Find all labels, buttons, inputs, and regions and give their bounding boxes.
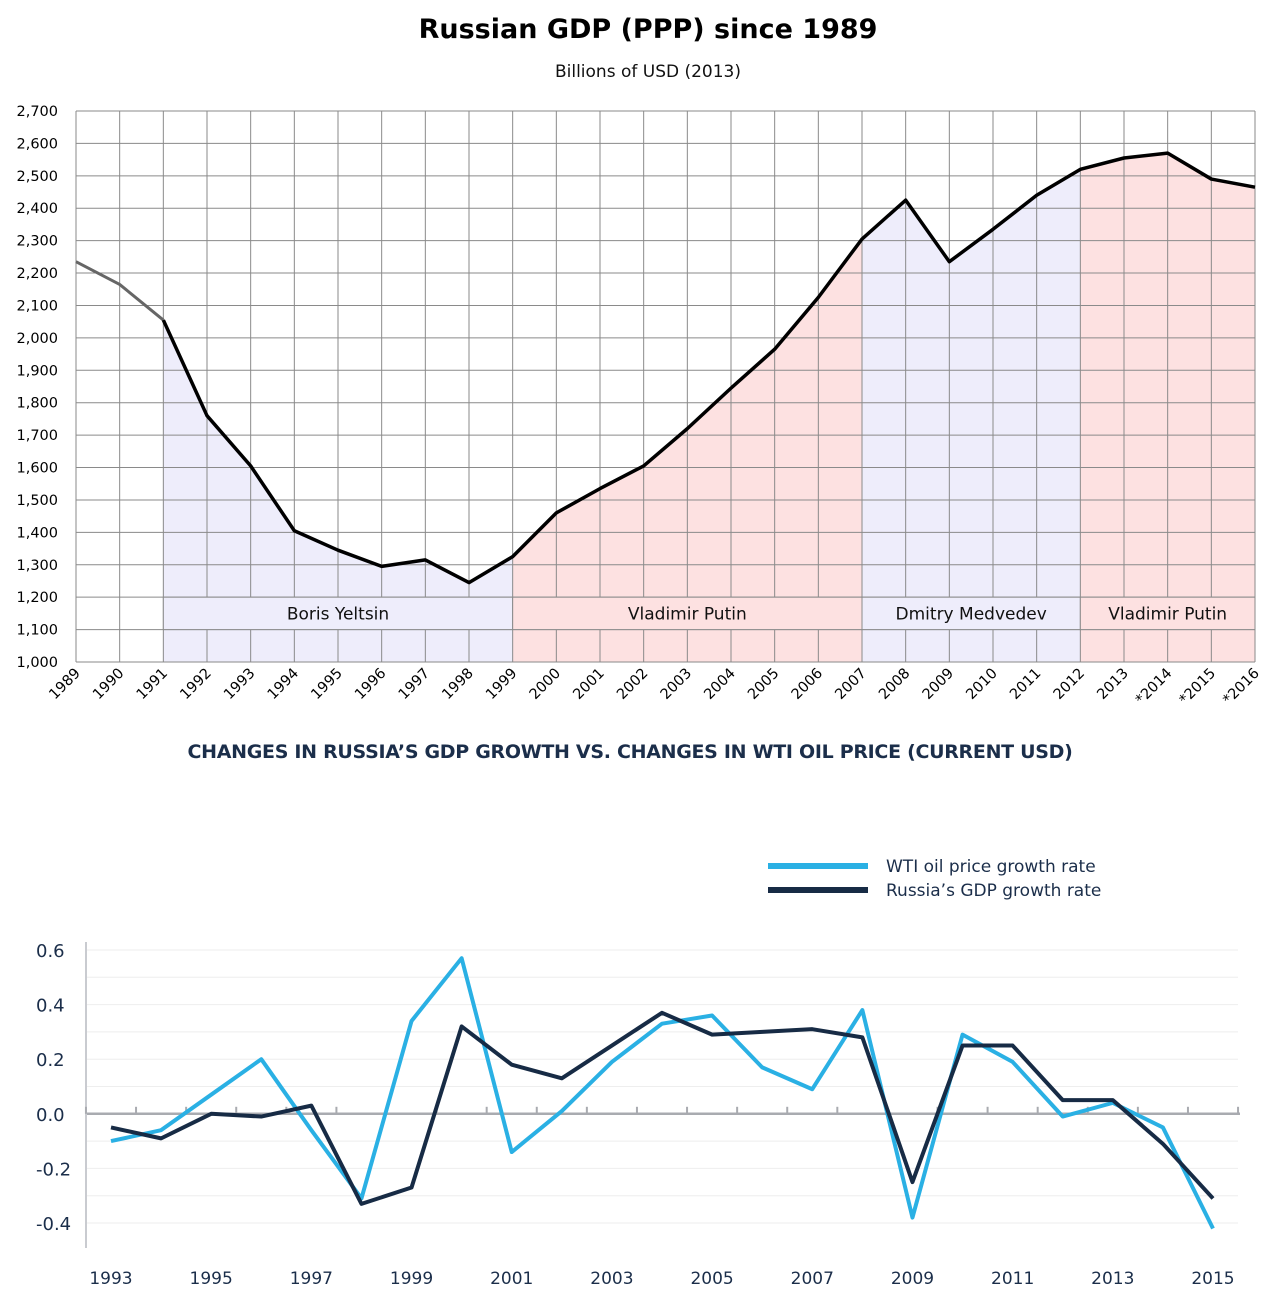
- x-tick-label: 2015: [1191, 1269, 1234, 1289]
- y-tick-label: -0.2: [36, 1159, 71, 1180]
- x-tick-label: 1997: [290, 1269, 333, 1289]
- y-tick-label: 1,200: [16, 590, 58, 606]
- y-tick-label: 2,700: [16, 104, 58, 120]
- y-tick-label: 2,600: [16, 136, 58, 152]
- period-band-1: [512, 596, 863, 631]
- period-label-0: Boris Yeltsin: [287, 604, 389, 624]
- chart1-subtitle: Billions of USD (2013): [554, 62, 742, 82]
- gdp-growth-line: [110, 1010, 1215, 1206]
- y-tick-label: 1,800: [16, 396, 58, 412]
- x-tick-label: 1995: [190, 1269, 233, 1289]
- chart1-title: Russian GDP (PPP) since 1989: [418, 14, 878, 45]
- y-tick-label: 0.2: [36, 1050, 65, 1071]
- period-area-2: [862, 169, 1081, 662]
- period-label-1: Vladimir Putin: [628, 604, 747, 624]
- period-label-3: Vladimir Putin: [1108, 604, 1227, 624]
- period-band-2: [861, 596, 1081, 631]
- x-tick-label: 2005: [690, 1269, 733, 1289]
- y-tick-label: -0.4: [36, 1214, 71, 1235]
- y-tick-label: 0.4: [36, 996, 65, 1017]
- y-tick-label: 1,000: [16, 655, 58, 671]
- y-tick-label: 2,100: [16, 298, 58, 314]
- y-tick-label: 1,900: [16, 363, 58, 379]
- x-tick-label: 2011: [991, 1269, 1034, 1289]
- y-tick-label: 1,500: [16, 493, 58, 509]
- y-tick-label: 2,000: [16, 331, 58, 347]
- x-tick-label: 2001: [490, 1269, 533, 1289]
- period-band-0: [162, 596, 514, 631]
- y-tick-label: 2,200: [16, 266, 58, 282]
- x-tick-label: 1993: [89, 1269, 132, 1289]
- legend-label: WTI oil price growth rate: [886, 857, 1096, 877]
- chart2-title: CHANGES IN RUSSIA’S GDP GROWTH VS. CHANG…: [187, 741, 1073, 763]
- period-band-3: [1079, 596, 1256, 631]
- y-tick-label: 1,600: [16, 461, 58, 477]
- y-tick-label: 1,100: [16, 623, 58, 639]
- y-tick-label: 2,400: [16, 201, 58, 217]
- x-tick-label: 2013: [1091, 1269, 1134, 1289]
- legend-label: Russia’s GDP growth rate: [886, 881, 1101, 901]
- legend: WTI oil price growth rate Russia’s GDP gr…: [768, 857, 1101, 901]
- wti-growth-line: [110, 956, 1215, 1230]
- x-tick-label: 2007: [791, 1269, 834, 1289]
- gdp-line-pre1991: [75, 260, 165, 322]
- y-tick-label: 1,400: [16, 525, 58, 541]
- gdp-line: [161, 151, 1256, 585]
- x-tick-label: 2003: [590, 1269, 633, 1289]
- y-tick-label: 2,500: [16, 169, 58, 185]
- gdp-ppp-chart: Boris Yeltsin Vladimir Putin Dmitry Medved…: [16, 104, 1262, 708]
- y-tick-label: 1,300: [16, 558, 58, 574]
- x-tick-label: 2009: [891, 1269, 934, 1289]
- y-tick-label: 1,700: [16, 428, 58, 444]
- y-tick-label: 2,300: [16, 234, 58, 250]
- period-label-2: Dmitry Medvedev: [896, 604, 1047, 624]
- y-tick-label: 0.0: [36, 1105, 65, 1126]
- y-tick-label: 0.6: [36, 941, 65, 962]
- x-tick-label: 1999: [390, 1269, 433, 1289]
